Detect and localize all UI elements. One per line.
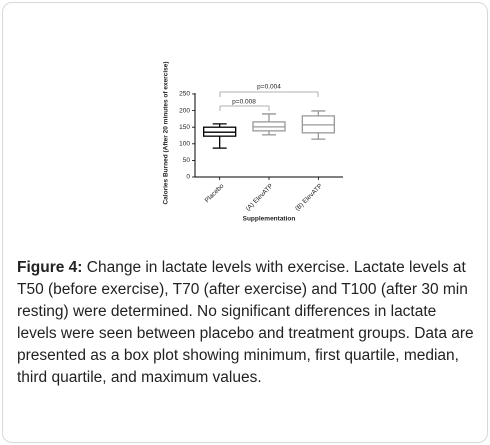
- y-tick-label: 150: [179, 124, 190, 131]
- x-tick-label: Placebo: [204, 182, 226, 204]
- caption-text: Change in lactate levels with exercise. …: [17, 259, 474, 386]
- annotation: p=0.004: [257, 84, 281, 91]
- y-tick-label: 250: [179, 91, 190, 98]
- y-axis-label: Calories Burned (After 20 minutes of exe…: [163, 61, 170, 204]
- x-tick-label: (B) ElevATP: [294, 183, 324, 213]
- y-tick-label: 100: [179, 141, 190, 148]
- caption: Figure 4: Change in lactate levels with …: [17, 257, 479, 389]
- significance-bracket: [219, 91, 319, 97]
- annotation: p=0.008: [232, 99, 256, 106]
- y-tick-label: 0: [186, 174, 190, 181]
- x-tick-label: (A) ElevATP: [245, 183, 275, 213]
- significance-bracket: [219, 105, 270, 111]
- y-tick-label: 200: [179, 107, 190, 114]
- x-axis-label: Supplementation: [243, 216, 296, 223]
- y-tick-label: 50: [183, 157, 191, 164]
- caption-label: Figure 4:: [17, 259, 83, 276]
- chart: Supplementation Calories Burned (After 2…: [163, 61, 343, 223]
